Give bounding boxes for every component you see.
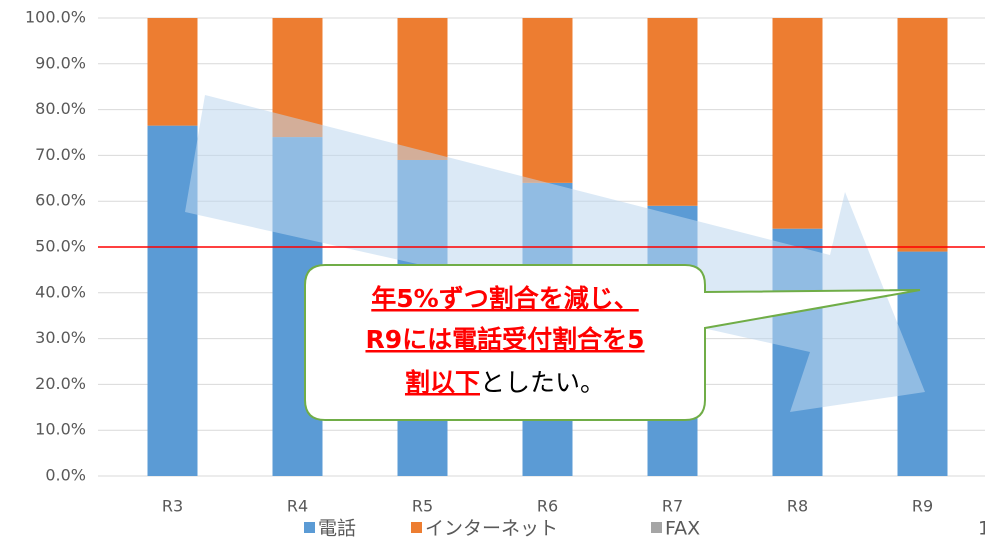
bar-segment bbox=[647, 18, 698, 206]
annotation-line: R9には電話受付割合を5 bbox=[365, 325, 644, 354]
legend-swatch bbox=[651, 522, 662, 533]
x-tick-label: R5 bbox=[412, 497, 433, 516]
x-tick-label: R8 bbox=[787, 497, 808, 516]
y-tick-label: 70.0% bbox=[35, 145, 86, 164]
y-tick-label: 100.0% bbox=[25, 8, 86, 27]
x-tick-label: R6 bbox=[537, 497, 558, 516]
page-number: 1 bbox=[978, 518, 985, 540]
y-tick-label: 60.0% bbox=[35, 191, 86, 210]
overlay: 電話 インターネット FAX 1 bbox=[98, 246, 985, 540]
bar-segment bbox=[522, 18, 573, 183]
y-tick-label: 30.0% bbox=[35, 328, 86, 347]
y-tick-label: 50.0% bbox=[35, 237, 86, 256]
legend-swatch bbox=[304, 522, 315, 533]
legend-label: FAX bbox=[665, 518, 700, 540]
legend-swatch bbox=[411, 522, 422, 533]
callout bbox=[304, 264, 921, 421]
x-tick-label: R4 bbox=[287, 497, 308, 516]
y-tick-label: 90.0% bbox=[35, 53, 86, 72]
legend-label: インターネット bbox=[425, 518, 558, 540]
y-tick-label: 80.0% bbox=[35, 99, 86, 118]
bar-segment bbox=[147, 18, 198, 126]
y-tick-label: 40.0% bbox=[35, 282, 86, 301]
trend-arrow bbox=[185, 95, 925, 412]
annotation-line: 年5%ずつ割合を減じ、 bbox=[371, 284, 638, 313]
annotation: 年5%ずつ割合を減じ、 R9には電話受付割合を5 割以下としたい。 bbox=[365, 284, 644, 397]
annotation-line: 割以下としたい。 bbox=[405, 368, 605, 397]
bar-segment bbox=[397, 18, 448, 160]
annotation-segment: 年5%ずつ割合を減じ、 bbox=[371, 284, 638, 313]
bar-segment bbox=[772, 18, 823, 229]
y-tick-label: 20.0% bbox=[35, 374, 86, 393]
x-tick-label: R7 bbox=[662, 497, 683, 516]
legend-label: 電話 bbox=[318, 518, 356, 540]
bar-segment bbox=[147, 125, 198, 476]
x-tick-label: R9 bbox=[912, 497, 933, 516]
y-tick-label: 0.0% bbox=[45, 466, 86, 485]
annotation-segment: R9には電話受付割合を5 bbox=[365, 325, 644, 354]
annotation-segment: としたい。 bbox=[480, 368, 605, 397]
x-tick-label: R3 bbox=[162, 497, 183, 516]
annotation-segment: 割以下 bbox=[405, 368, 480, 397]
y-tick-label: 10.0% bbox=[35, 420, 86, 439]
bar-segment bbox=[897, 18, 948, 252]
